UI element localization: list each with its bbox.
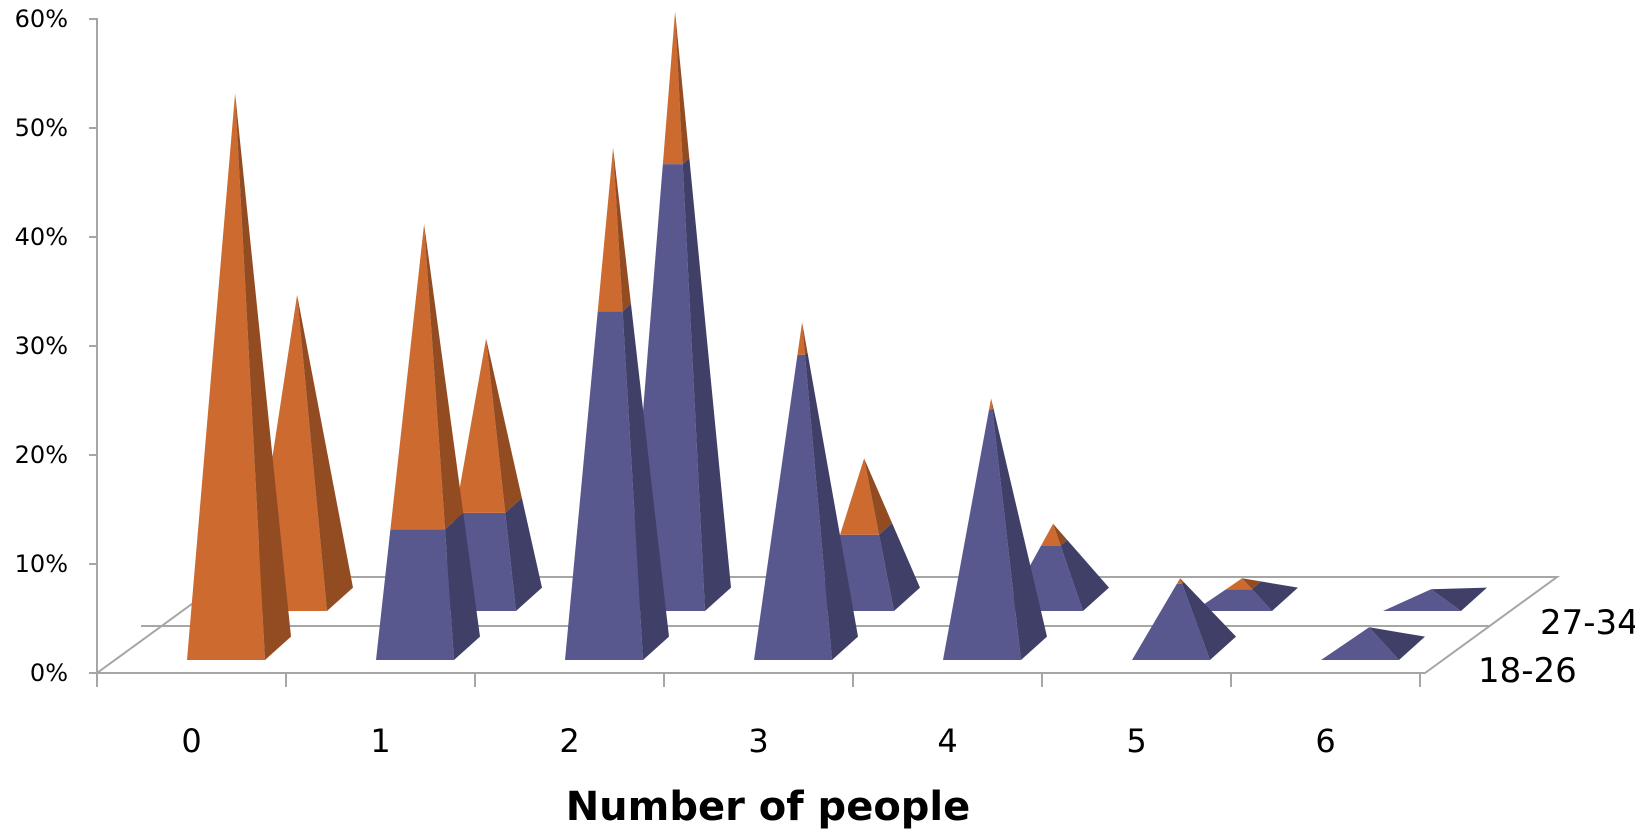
- depth-label: 27-34: [1540, 603, 1635, 643]
- bar-segment-bottom-front: [565, 311, 643, 660]
- bar-segment-bottom-front: [943, 409, 1021, 660]
- bar-segment-top-front: [1041, 523, 1061, 546]
- depth-label: 18-26: [1478, 651, 1577, 691]
- x-tick-label: 4: [937, 722, 957, 760]
- bar-segment-top-side: [802, 322, 808, 355]
- bar-segment-top-front: [1226, 578, 1253, 590]
- bar-segment-bottom-side: [879, 523, 920, 611]
- pyramid-back: [1194, 578, 1298, 611]
- y-tick-label: 20%: [15, 441, 68, 469]
- bar-segment-bottom-side: [1252, 581, 1298, 611]
- x-tick-label: 0: [181, 722, 201, 760]
- bar-segment-bottom-side: [1182, 582, 1236, 660]
- bar-segment-bottom-side: [804, 352, 858, 660]
- pyramid-front: [187, 93, 291, 660]
- pyramid-front: [1132, 578, 1236, 660]
- bar-segment-top-side: [991, 398, 994, 410]
- chart-axes: [89, 18, 1421, 687]
- pyramid-front: [943, 398, 1047, 660]
- bar-segment-bottom-side: [1060, 539, 1109, 611]
- pyramid-front: [1321, 627, 1425, 660]
- bar-segment-bottom-side: [505, 497, 542, 611]
- bar-segment-top-side: [1180, 578, 1184, 584]
- bar-segment-bottom-front: [1194, 589, 1272, 611]
- pyramid-front: [565, 147, 669, 660]
- bar-segment-bottom-side: [1431, 587, 1487, 611]
- x-tick-label: 1: [370, 722, 390, 760]
- bar-segment-top-side: [675, 11, 690, 165]
- bar-segment-bottom-front: [1383, 589, 1461, 611]
- bar-segment-top-side: [297, 294, 353, 611]
- pyramid-front: [754, 322, 858, 660]
- bar-segment-top-side: [1242, 578, 1261, 590]
- bar-segment-top-side: [1053, 523, 1068, 546]
- pyramid-front: [376, 224, 480, 660]
- x-axis-title: Number of people: [566, 784, 971, 830]
- x-tick-label: 5: [1126, 722, 1146, 760]
- bar-segment-top-side: [486, 338, 522, 513]
- x-tick-label: 6: [1315, 722, 1335, 760]
- bar-segment-top-side: [864, 458, 893, 535]
- bar-segment-top-front: [989, 398, 993, 410]
- floor-outline: [93, 576, 1561, 674]
- chart-labels: 0% 10% 20% 30% 40% 50% 60% 0 1 2 3 4 5 6 18-26 27-34: [15, 5, 1635, 760]
- bar-segment-bottom-side: [445, 512, 480, 660]
- bar-segment-top-front: [662, 11, 683, 165]
- bar-segment-bottom-front: [376, 529, 454, 660]
- bar-segment-bottom-side: [682, 158, 731, 612]
- bar-segment-top-front: [597, 147, 623, 312]
- bar-segment-bottom-side: [992, 408, 1047, 660]
- bar-segment-top-side: [235, 93, 291, 660]
- x-tick-label: 2: [559, 722, 579, 760]
- bar-segment-top-front: [455, 338, 506, 513]
- y-tick-label: 60%: [15, 5, 68, 33]
- bar-segment-bottom-front: [1132, 583, 1210, 660]
- bar-segment-top-front: [797, 322, 805, 355]
- bar-segment-top-side: [424, 224, 464, 530]
- bar-segment-bottom-side: [1369, 627, 1425, 660]
- pyramid-back: [1383, 587, 1487, 611]
- y-tick-label: 40%: [15, 223, 68, 251]
- bar-segment-bottom-side: [622, 303, 669, 660]
- bar-segment-top-front: [390, 224, 446, 530]
- bar-segment-bottom-front: [754, 354, 832, 660]
- bar-segment-bottom-front: [1321, 627, 1399, 660]
- bar-segment-top-side: [613, 147, 631, 312]
- y-tick-label: 0%: [30, 659, 68, 687]
- y-tick-label: 50%: [15, 114, 68, 142]
- chart-marks: [187, 11, 1487, 660]
- bar-segment-top-front: [1176, 578, 1183, 584]
- y-tick-label: 10%: [15, 550, 68, 578]
- bar-segment-top-front: [840, 458, 880, 535]
- x-tick-label: 3: [748, 722, 768, 760]
- bar-segment-top-front: [187, 93, 265, 660]
- y-tick-label: 30%: [15, 332, 68, 360]
